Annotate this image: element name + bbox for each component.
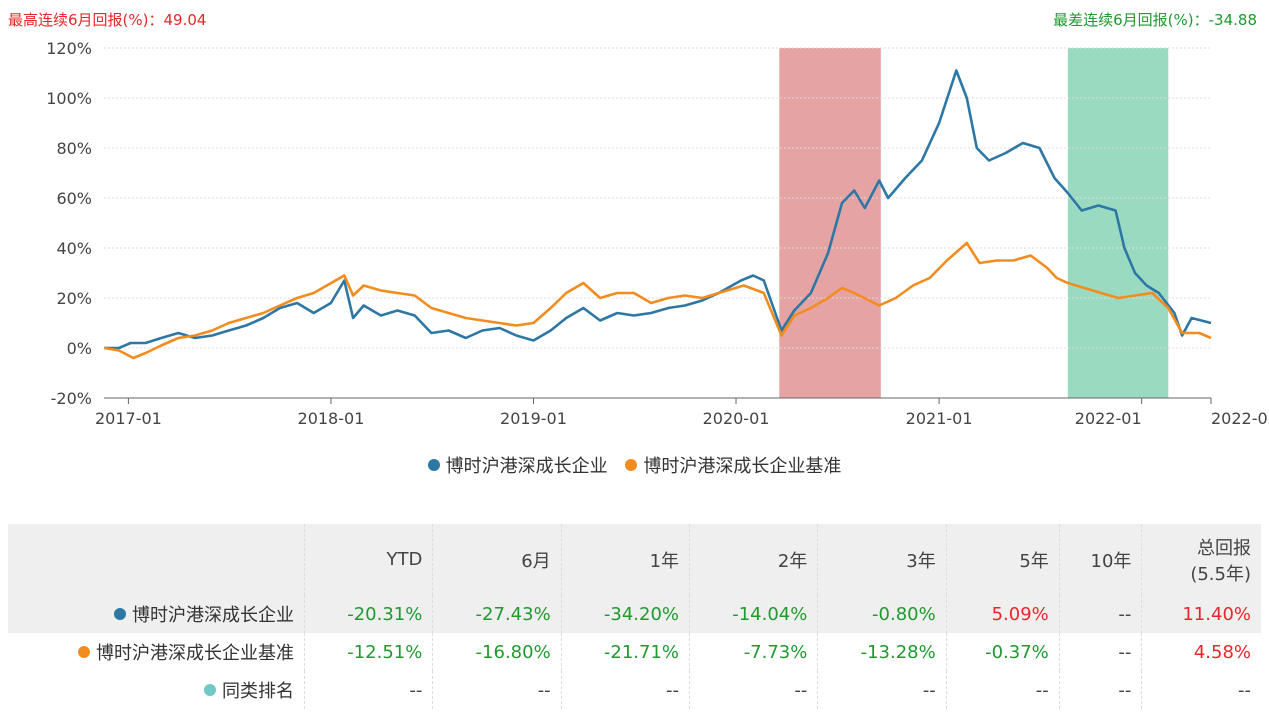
y-tick-label: 60% xyxy=(56,189,92,208)
cell-total: 4.58% xyxy=(1193,641,1251,663)
cell-6m: -- xyxy=(432,671,562,709)
worst-6m-return-label: 最差连续6月回报(%)：-34.88 xyxy=(1053,11,1257,29)
col-header-total: 总回报 (5.5年) xyxy=(1141,524,1261,595)
col-header-10y: 10年 xyxy=(1059,524,1143,595)
y-tick-label: -20% xyxy=(51,389,92,408)
cell-1y: -34.20% xyxy=(561,595,691,633)
cell-10y: -- xyxy=(1059,633,1143,671)
row-name: 博时沪港深成长企业 xyxy=(8,595,305,633)
cell-6m: -27.43% xyxy=(432,595,562,633)
x-tick-label: 2020-01 xyxy=(703,409,770,428)
x-tick-label: 2018-01 xyxy=(298,409,365,428)
benchmark-series-line xyxy=(103,241,1212,360)
cell-total: 11.40% xyxy=(1141,595,1261,633)
x-tick-label: 2017-01 xyxy=(95,409,162,428)
col-header-1y: 1年 xyxy=(561,524,691,595)
cell-2y: -14.04% xyxy=(689,595,819,633)
cell-10y: -- xyxy=(1059,671,1143,709)
cell-3y: -13.28% xyxy=(817,633,947,671)
best-6m-band xyxy=(779,48,881,398)
row-name-label: 博时沪港深成长企业基准 xyxy=(96,643,294,664)
col-header-3y: 3年 xyxy=(817,524,947,595)
cell-1y: -- xyxy=(561,671,691,709)
x-tick-label: 2022-05 xyxy=(1211,409,1269,428)
legend-item-fund[interactable]: 博时沪港深成长企业 xyxy=(427,452,608,478)
cell-10y: -- xyxy=(1059,595,1143,633)
cell-ytd: -20.31% xyxy=(304,595,434,633)
cell-5y: -0.37% xyxy=(946,633,1060,671)
table-header-row: YTD 6月 1年 2年 3年 5年 10年 总回报 (5.5年) xyxy=(8,524,1261,595)
cell-2y: -- xyxy=(689,671,819,709)
row-marker xyxy=(204,684,216,696)
table-row: 博时沪港深成长企业 -20.31% -27.43% -34.20% -14.04… xyxy=(8,595,1261,633)
cell-1y: -21.71% xyxy=(561,633,691,671)
returns-table: YTD 6月 1年 2年 3年 5年 10年 总回报 (5.5年) 博时沪港深成长… xyxy=(8,524,1261,709)
return-line-chart: -20% 0% 20% 40% 60% 80% 100% 120% 2017-01 2018-01… xyxy=(46,39,1269,428)
y-tick-label: 100% xyxy=(46,89,92,108)
y-tick-label: 40% xyxy=(56,239,92,258)
y-tick-label: 120% xyxy=(46,39,92,58)
y-tick-label: 20% xyxy=(56,289,92,308)
legend-label-benchmark: 博时沪港深成长企业基准 xyxy=(643,456,842,477)
cell-ytd: -12.51% xyxy=(304,633,434,671)
cell-2y: -7.73% xyxy=(689,633,819,671)
chart-legend: 博时沪港深成长企业 博时沪港深成长企业基准 xyxy=(0,452,1269,478)
best-6m-return-label: 最高连续6月回报(%)：49.04 xyxy=(8,11,207,29)
cell-ytd: -- xyxy=(304,671,434,709)
row-marker xyxy=(114,608,126,620)
legend-marker-fund xyxy=(427,459,440,471)
legend-marker-benchmark xyxy=(625,459,638,471)
cell-3y: -0.80% xyxy=(817,595,947,633)
x-tick-label: 2022-01 xyxy=(1075,409,1142,428)
col-header-2y: 2年 xyxy=(689,524,819,595)
table-row: 博时沪港深成长企业基准 -12.51% -16.80% -21.71% -7.7… xyxy=(8,633,1261,671)
fund-series-line xyxy=(104,69,1212,350)
y-tick-label: 80% xyxy=(56,139,92,158)
cell-5y: 5.09% xyxy=(946,595,1060,633)
col-header-6m: 6月 xyxy=(432,524,562,595)
x-tick-label: 2021-01 xyxy=(906,409,973,428)
legend-item-benchmark[interactable]: 博时沪港深成长企业基准 xyxy=(625,452,841,478)
cell-total: -- xyxy=(1238,679,1251,701)
table-row: 同类排名 -- -- -- -- -- -- -- -- xyxy=(8,671,1261,709)
row-name: 同类排名 xyxy=(8,671,305,709)
cell-6m: -16.80% xyxy=(432,633,562,671)
y-tick-label: 0% xyxy=(67,339,92,358)
col-header-total-label: 总回报 xyxy=(1197,537,1251,559)
row-marker xyxy=(78,646,90,658)
col-header-ytd: YTD xyxy=(304,524,434,595)
legend-label-fund: 博时沪港深成长企业 xyxy=(445,456,608,477)
table-header-empty xyxy=(8,524,305,595)
cell-3y: -- xyxy=(817,671,947,709)
cell-5y: -- xyxy=(946,671,1060,709)
col-header-total-period: (5.5年) xyxy=(1190,563,1251,585)
row-name: 博时沪港深成长企业基准 xyxy=(8,633,305,671)
row-name-label: 同类排名 xyxy=(222,681,294,702)
x-tick-label: 2019-01 xyxy=(500,409,567,428)
row-name-label: 博时沪港深成长企业 xyxy=(132,605,294,626)
col-header-5y: 5年 xyxy=(946,524,1060,595)
